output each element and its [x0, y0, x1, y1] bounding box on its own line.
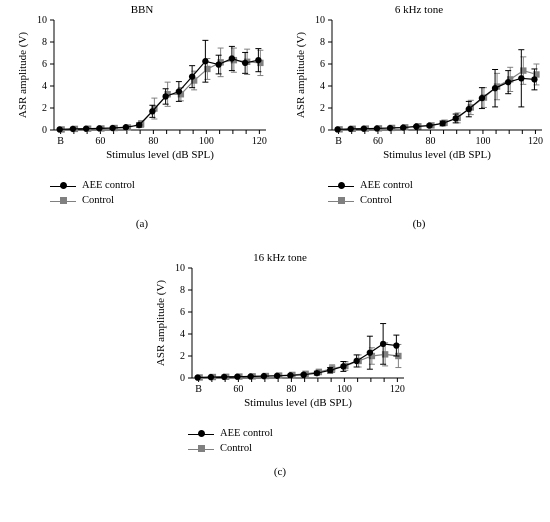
svg-text:ASR amplitude (V): ASR amplitude (V) — [295, 32, 307, 118]
panel-c-legend: AEE control Control — [188, 426, 273, 456]
panel-a-legend: AEE control Control — [50, 178, 135, 208]
svg-text:10: 10 — [37, 15, 47, 26]
legend-row-aee: AEE control — [328, 178, 413, 193]
panel-c: 16 kHz tone 0 2 4 6 8 10 ASR amplitude (V) B 60 8… — [150, 252, 410, 412]
legend-label-aee: AEE control — [82, 178, 135, 193]
panel-a-caption: (a) — [12, 218, 272, 230]
legend-label-aee: AEE control — [220, 426, 273, 441]
svg-text:0: 0 — [180, 373, 185, 384]
panel-c-chart: 0 2 4 6 8 10 ASR amplitude (V) B 60 80 100 120 Stimu… — [150, 252, 410, 412]
svg-text:Stimulus level (dB SPL): Stimulus level (dB SPL) — [244, 397, 352, 409]
legend-row-aee: AEE control — [50, 178, 135, 193]
panel-c-title: 16 kHz tone — [150, 252, 410, 264]
svg-text:60: 60 — [233, 384, 243, 395]
legend-swatch-control — [328, 194, 354, 208]
legend-swatch-aee — [328, 179, 354, 193]
svg-text:100: 100 — [337, 384, 352, 395]
panel-a-chart: 0 2 4 6 8 10 ASR amplitude (V) B 60 80 100 120 Stimu… — [12, 4, 272, 164]
panel-a: BBN 0 2 4 6 8 10 ASR amplitude (V) B 60 80 100 120 S… — [12, 4, 272, 164]
legend-row-control: Control — [50, 193, 135, 208]
svg-text:4: 4 — [42, 81, 47, 92]
svg-text:Stimulus level (dB SPL): Stimulus level (dB SPL) — [383, 149, 491, 161]
svg-text:0: 0 — [42, 125, 47, 136]
svg-text:6: 6 — [320, 59, 325, 70]
legend-label-control: Control — [82, 193, 114, 208]
svg-text:60: 60 — [95, 136, 105, 147]
svg-text:10: 10 — [175, 263, 185, 274]
svg-text:8: 8 — [320, 37, 325, 48]
svg-text:B: B — [335, 136, 342, 147]
svg-text:60: 60 — [373, 136, 383, 147]
legend-row-aee: AEE control — [188, 426, 273, 441]
svg-text:120: 120 — [528, 136, 543, 147]
legend-row-control: Control — [188, 441, 273, 456]
svg-text:4: 4 — [320, 81, 325, 92]
svg-text:6: 6 — [180, 307, 185, 318]
legend-row-control: Control — [328, 193, 413, 208]
svg-text:120: 120 — [390, 384, 405, 395]
panel-b-title: 6 kHz tone — [290, 4, 548, 16]
svg-text:2: 2 — [320, 103, 325, 114]
svg-text:4: 4 — [180, 329, 185, 340]
svg-text:2: 2 — [180, 351, 185, 362]
svg-text:ASR amplitude (V): ASR amplitude (V) — [17, 32, 29, 118]
legend-label-control: Control — [220, 441, 252, 456]
legend-swatch-control — [188, 442, 214, 456]
svg-text:B: B — [195, 384, 202, 395]
svg-text:80: 80 — [148, 136, 158, 147]
legend-swatch-control — [50, 194, 76, 208]
svg-text:ASR amplitude (V): ASR amplitude (V) — [155, 280, 167, 366]
legend-label-control: Control — [360, 193, 392, 208]
svg-text:100: 100 — [199, 136, 214, 147]
legend-swatch-aee — [50, 179, 76, 193]
svg-text:0: 0 — [320, 125, 325, 136]
svg-text:2: 2 — [42, 103, 47, 114]
legend-label-aee: AEE control — [360, 178, 413, 193]
legend-swatch-aee — [188, 427, 214, 441]
svg-text:80: 80 — [286, 384, 296, 395]
panel-a-title: BBN — [12, 4, 272, 16]
figure: BBN 0246810ASR amplitude (V)B6080100120S… — [0, 0, 550, 522]
panel-c-caption: (c) — [150, 466, 410, 478]
svg-text:10: 10 — [315, 15, 325, 26]
panel-b-chart: 0 2 4 6 8 10 ASR amplitude (V) B 60 80 100 120 Stimu… — [290, 4, 548, 164]
svg-text:120: 120 — [252, 136, 267, 147]
svg-text:6: 6 — [42, 59, 47, 70]
svg-text:80: 80 — [425, 136, 435, 147]
svg-text:8: 8 — [180, 285, 185, 296]
svg-text:8: 8 — [42, 37, 47, 48]
panel-b-caption: (b) — [290, 218, 548, 230]
svg-text:100: 100 — [475, 136, 490, 147]
svg-text:Stimulus level (dB SPL): Stimulus level (dB SPL) — [106, 149, 214, 161]
svg-text:B: B — [57, 136, 64, 147]
panel-b: 6 kHz tone 0 2 4 6 8 10 ASR amplitude (V) B 60 80… — [290, 4, 548, 164]
panel-b-legend: AEE control Control — [328, 178, 413, 208]
